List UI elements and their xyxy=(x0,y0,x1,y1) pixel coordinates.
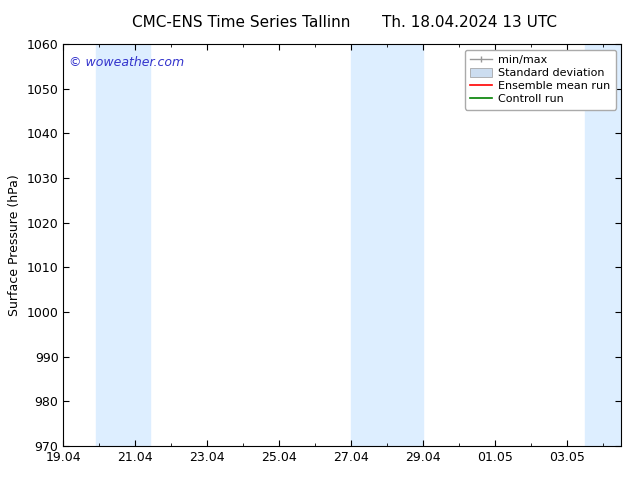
Legend: min/max, Standard deviation, Ensemble mean run, Controll run: min/max, Standard deviation, Ensemble me… xyxy=(465,49,616,110)
Bar xyxy=(585,44,621,446)
Y-axis label: Surface Pressure (hPa): Surface Pressure (hPa) xyxy=(8,174,21,316)
Text: Th. 18.04.2024 13 UTC: Th. 18.04.2024 13 UTC xyxy=(382,15,557,30)
Text: CMC-ENS Time Series Tallinn: CMC-ENS Time Series Tallinn xyxy=(132,15,350,30)
Bar xyxy=(96,44,150,446)
Bar xyxy=(351,44,424,446)
Text: © woweather.com: © woweather.com xyxy=(69,56,184,69)
